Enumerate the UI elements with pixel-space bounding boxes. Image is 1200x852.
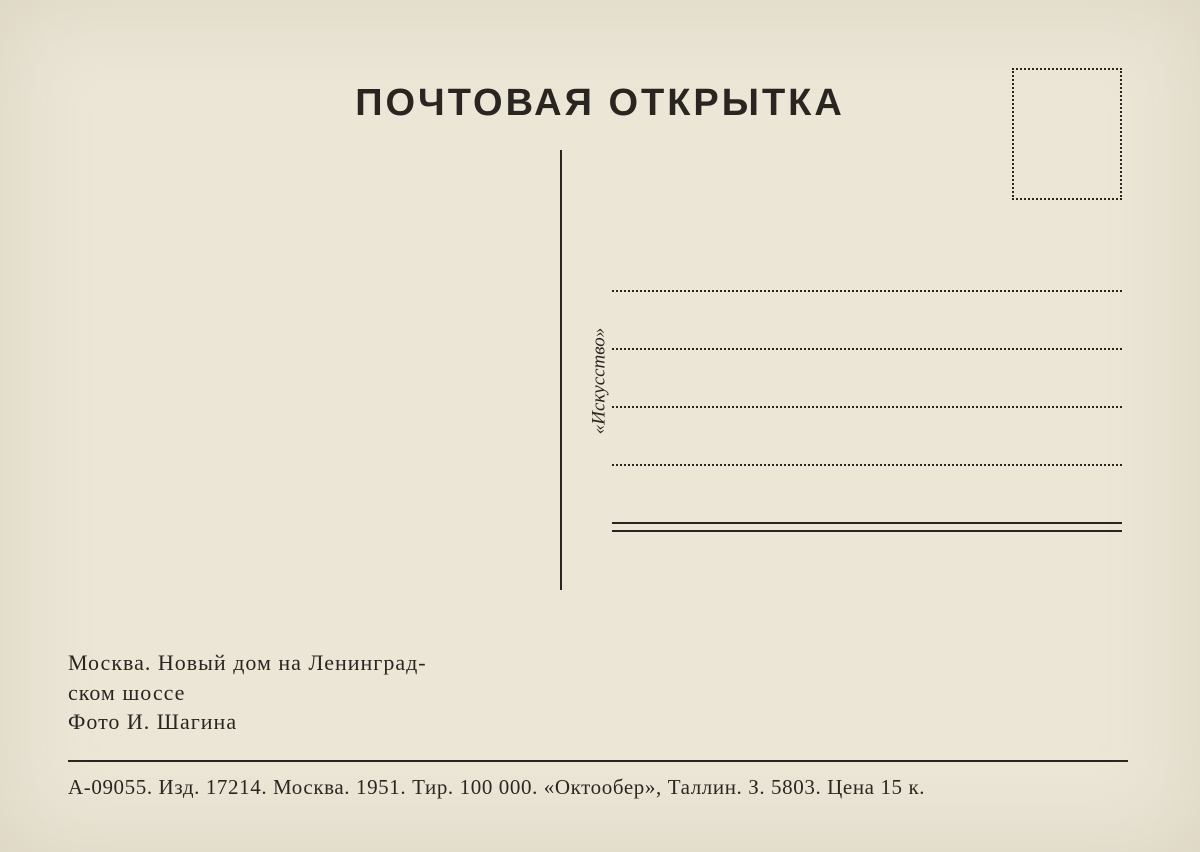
caption-line-2: ском шоссе <box>68 678 528 708</box>
publisher-label: «Искусство» <box>588 320 610 443</box>
horizontal-rule <box>68 760 1128 762</box>
address-line-solid <box>612 522 1122 524</box>
caption-line-3: Фото И. Шагина <box>68 707 528 737</box>
address-lines-block <box>612 290 1122 532</box>
vertical-divider <box>560 150 562 590</box>
imprint-line: А-09055. Изд. 17214. Москва. 1951. Тир. … <box>68 775 1128 800</box>
address-line <box>612 464 1122 466</box>
address-line-solid <box>612 530 1122 532</box>
postcard-back: ПОЧТОВАЯ ОТКРЫТКА «Искусство» Москва. Но… <box>0 0 1200 852</box>
address-line <box>612 406 1122 408</box>
stamp-placeholder-box <box>1012 68 1122 200</box>
caption-block: Москва. Новый дом на Ленинград- ском шос… <box>68 648 528 737</box>
caption-line-1: Москва. Новый дом на Ленинград- <box>68 648 528 678</box>
address-line <box>612 348 1122 350</box>
address-line <box>612 290 1122 292</box>
